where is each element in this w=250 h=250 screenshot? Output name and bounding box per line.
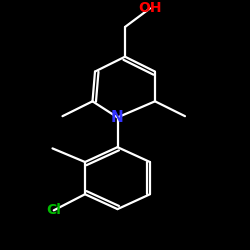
Text: Cl: Cl [46, 203, 61, 217]
Text: OH: OH [138, 2, 162, 16]
Text: N: N [111, 110, 124, 125]
